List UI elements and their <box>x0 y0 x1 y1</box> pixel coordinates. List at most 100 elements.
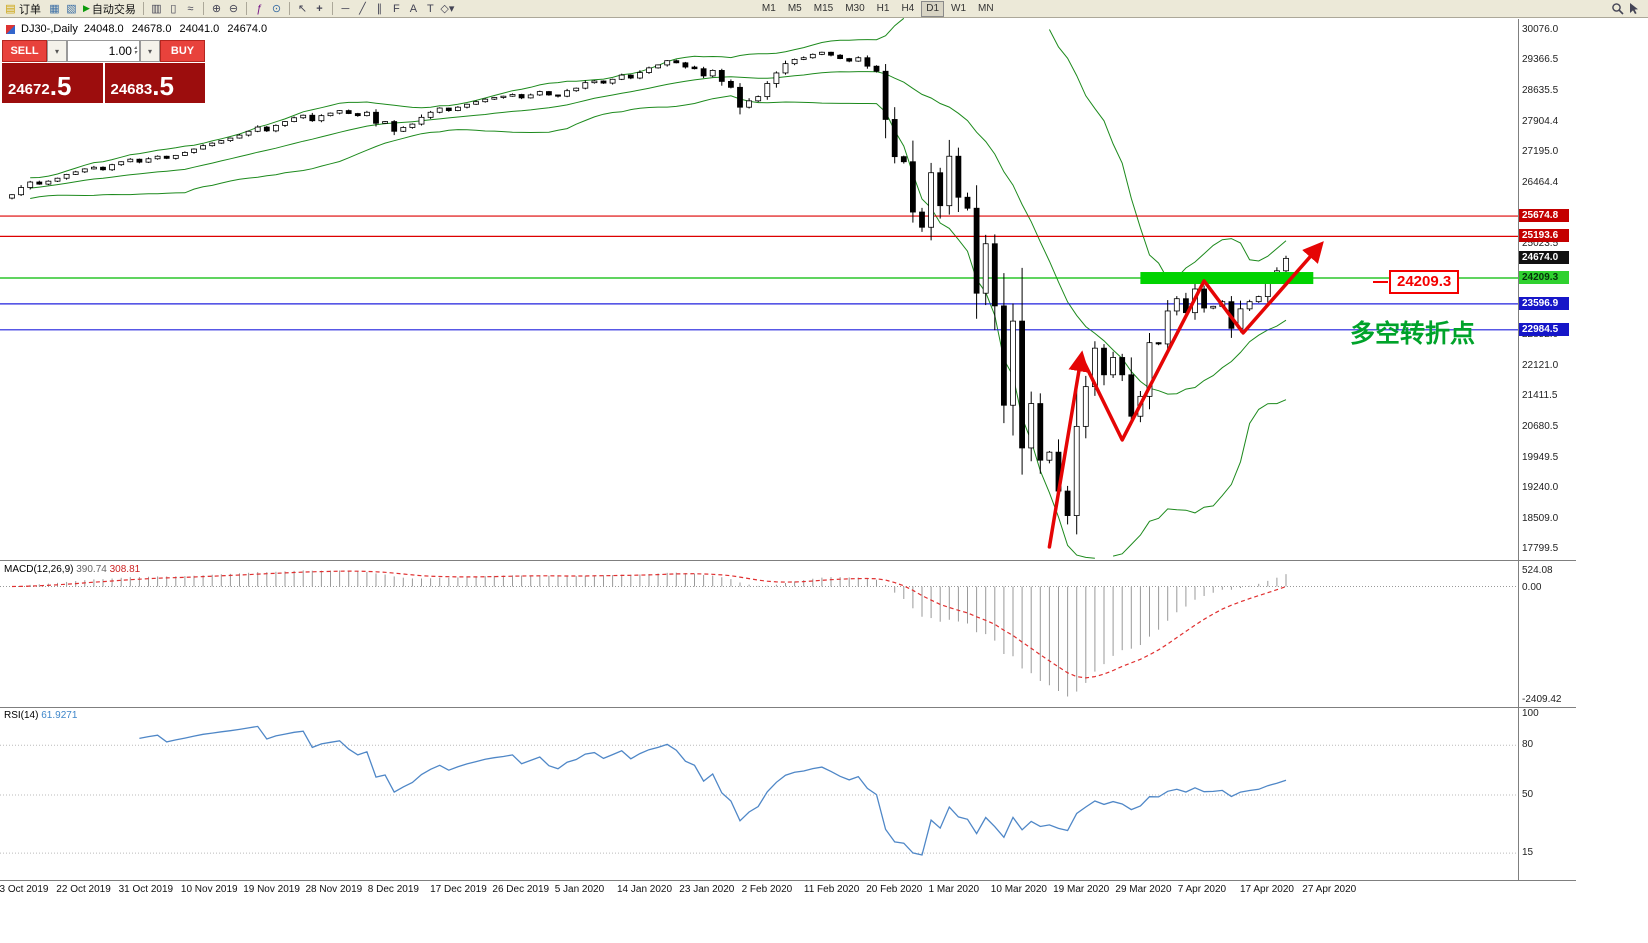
price-tag[interactable]: 24209.3 <box>1389 270 1460 294</box>
candle-body <box>928 172 934 228</box>
candle-body <box>682 62 689 68</box>
candle-body <box>791 59 798 65</box>
line-chart-icon[interactable]: ≈ <box>187 2 194 15</box>
candle-body <box>1283 257 1289 272</box>
candle-body <box>891 119 898 158</box>
trend-arrow[interactable] <box>1079 241 1324 442</box>
timeframe-W1[interactable]: W1 <box>951 2 967 14</box>
period-icon[interactable]: ⊙ <box>271 3 282 15</box>
sell-button[interactable]: SELL <box>2 40 47 62</box>
zoom-in-icon[interactable]: ⊕ <box>211 3 222 15</box>
timeframe-M5[interactable]: M5 <box>787 2 802 14</box>
date-label: 17 Apr 2020 <box>1240 884 1294 895</box>
candle-body <box>955 155 962 198</box>
auto-trading-label: 自动交易 <box>91 3 136 16</box>
date-label: 11 Feb 2020 <box>803 884 860 895</box>
buy-price[interactable]: 24683 .5 <box>104 63 205 103</box>
candle-body <box>700 68 707 77</box>
candle-body <box>828 51 834 56</box>
candle-body <box>709 70 716 77</box>
candle-body <box>482 98 489 103</box>
crosshair-icon[interactable]: + <box>316 2 323 15</box>
timeframe-MN[interactable]: MN <box>978 2 994 14</box>
candle-body <box>191 148 197 153</box>
search-icon[interactable] <box>1611 2 1624 15</box>
candle-body <box>263 126 270 132</box>
candle-body <box>100 166 106 171</box>
date-label: 26 Dec 2019 <box>492 884 550 895</box>
bar-chart-icon[interactable]: ▥ <box>151 3 162 15</box>
trendline-icon[interactable]: ╱ <box>359 3 366 15</box>
macd-signal-line <box>11 570 1287 679</box>
rsi-splitter[interactable] <box>0 707 1576 708</box>
timeframe-H1[interactable]: H1 <box>876 2 890 14</box>
volume-input[interactable]: 1.00 ▴ ▾ <box>67 40 140 62</box>
shapes-icon[interactable]: ◇▾ <box>440 3 455 15</box>
text-icon[interactable]: A <box>409 2 418 15</box>
sell-price[interactable]: 24672 .5 <box>2 63 103 103</box>
timeframe-D1[interactable]: D1 <box>921 0 945 17</box>
candle-body <box>1146 342 1153 397</box>
buy-button[interactable]: BUY <box>160 40 205 62</box>
bollinger-band <box>1048 29 1287 280</box>
new-order-button[interactable]: 订单 <box>19 3 41 16</box>
timeframe-M1[interactable]: M1 <box>761 2 776 14</box>
toolbar-separator <box>331 2 333 15</box>
candle-body <box>937 172 944 207</box>
candle-body <box>664 60 671 66</box>
candle-body <box>573 87 580 92</box>
auto-trading-button[interactable]: ▶ 自动交易 <box>83 1 136 17</box>
indicators-icon[interactable]: ƒ <box>256 2 263 15</box>
macd-splitter[interactable] <box>0 560 1576 561</box>
candle-body <box>536 91 543 96</box>
candle-body <box>445 107 452 111</box>
one-click-trading-panel: SELL ▾ 1.00 ▴ ▾ ▾ BUY 24672 .5 24683 .5 <box>2 40 205 103</box>
pointer-icon[interactable] <box>1628 2 1640 15</box>
candle-body <box>809 53 816 59</box>
candle-body <box>200 145 207 150</box>
candle-body <box>600 80 607 84</box>
candle-body <box>1001 305 1007 406</box>
trend-arrow[interactable] <box>1047 350 1090 549</box>
candlestick-chart-icon[interactable]: ▯ <box>170 3 177 15</box>
toolbar-right-group <box>1611 2 1640 15</box>
buy-price-main: 24683 <box>110 81 153 98</box>
candle-body <box>1064 490 1071 516</box>
toolbar: ▤ 订单 ▦ ▧ ▶ 自动交易 ▥ ▯ ≈ ⊕ ⊖ ƒ ⊙ ↖ + ─ ╱ ∥ … <box>0 0 1648 18</box>
fibonacci-icon[interactable]: F <box>393 2 400 15</box>
horizontal-line-icon[interactable]: ─ <box>341 2 350 15</box>
low-value: 24041.0 <box>179 23 220 35</box>
date-axis[interactable]: 13 Oct 2019 22 Oct 2019 31 Oct 2019 10 Nov … <box>0 884 1518 898</box>
text-label-icon[interactable]: T <box>427 2 434 15</box>
buy-options-dropdown[interactable]: ▾ <box>140 40 160 62</box>
candle-body <box>400 127 407 132</box>
timeframe-M30[interactable]: M30 <box>845 2 865 14</box>
market-watch-icon[interactable]: ▧ <box>66 3 77 15</box>
candle-body <box>1073 425 1080 516</box>
timeframe-H4[interactable]: H4 <box>901 2 915 14</box>
support-zone[interactable] <box>1140 272 1314 285</box>
chart-windows-icon[interactable]: ▦ <box>49 3 60 15</box>
candle-body <box>227 137 234 141</box>
candle-body <box>718 70 725 82</box>
sell-options-dropdown[interactable]: ▾ <box>47 40 67 62</box>
ohlc-values: 24048.0 24678.0 24041.0 24674.0 <box>84 23 272 35</box>
date-label: 8 Dec 2019 <box>367 884 419 895</box>
candle-body <box>973 207 980 294</box>
zoom-out-icon[interactable]: ⊖ <box>228 3 239 15</box>
timeframe-M15[interactable]: M15 <box>813 2 834 14</box>
date-label: 10 Mar 2020 <box>990 884 1047 895</box>
turning-point-note[interactable]: 多空转折点 <box>1350 320 1476 348</box>
candle-body <box>81 168 88 173</box>
candle-body <box>618 74 625 80</box>
candle-body <box>1128 374 1135 417</box>
candle-body <box>318 115 325 122</box>
symbol-name: DJ30-,Daily <box>21 23 78 35</box>
new-order-icon[interactable]: ▤ <box>5 3 16 15</box>
cursor-icon[interactable]: ↖ <box>297 3 308 15</box>
candle-body <box>209 142 216 147</box>
channel-icon[interactable]: ∥ <box>376 3 383 15</box>
candle-body <box>236 134 243 139</box>
volume-stepper[interactable]: ▴ ▾ <box>133 45 137 56</box>
